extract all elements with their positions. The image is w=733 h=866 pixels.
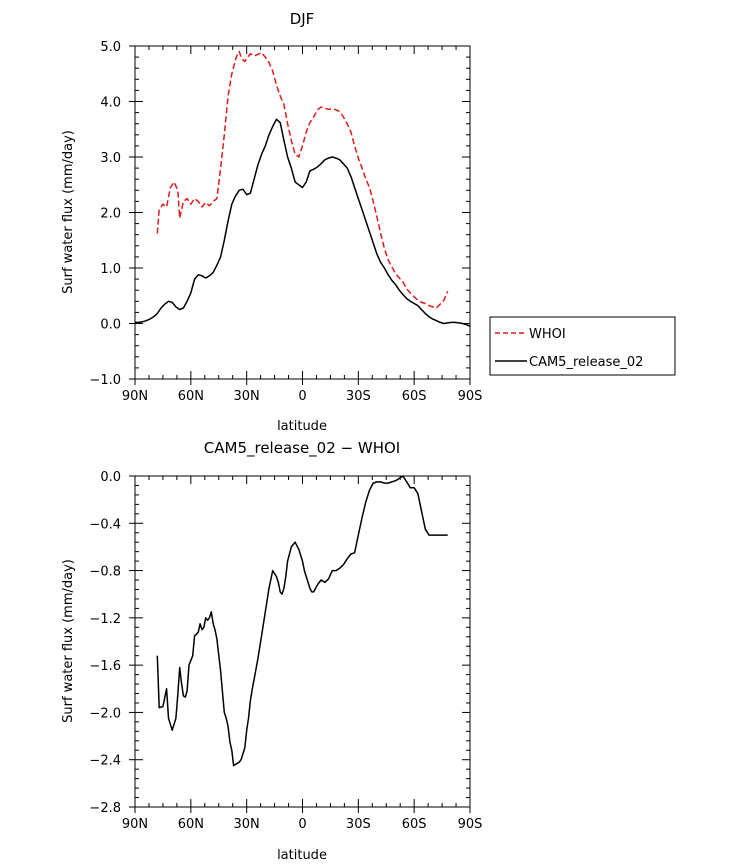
y-tick-label: 0.0 bbox=[100, 470, 121, 485]
bottom-panel-xlabel: latitude bbox=[277, 848, 327, 863]
y-tick-label: 4.0 bbox=[100, 96, 121, 111]
x-tick-label: 60S bbox=[402, 389, 427, 404]
bottom-panel: CAM5_release_02 − WHOI 90N 60N 30N 0 30S 60S 9… bbox=[61, 439, 482, 863]
x-tick-label: 90N bbox=[122, 817, 148, 832]
legend-cam5-label: CAM5_release_02 bbox=[529, 355, 643, 370]
top-panel-series bbox=[135, 52, 470, 327]
x-tick-label: 30S bbox=[346, 817, 371, 832]
y-tick-label: 0.0 bbox=[100, 318, 121, 333]
y-tick-label: −2.0 bbox=[89, 706, 121, 721]
top-panel-ticks: 90N 60N 30N 0 30S 60S 90S −1.0 0.0 1.0 2.0 3.0 4.0 5.… bbox=[89, 40, 482, 404]
y-tick-label: 3.0 bbox=[100, 151, 121, 166]
y-tick-label: −0.4 bbox=[89, 517, 121, 532]
x-tick-label: 30S bbox=[346, 389, 371, 404]
bottom-panel-title: CAM5_release_02 − WHOI bbox=[204, 439, 400, 458]
y-tick-label: −2.4 bbox=[89, 754, 121, 769]
x-tick-label: 60S bbox=[402, 817, 427, 832]
y-tick-label: 1.0 bbox=[100, 262, 121, 277]
x-tick-label: 90S bbox=[458, 817, 483, 832]
x-tick-label: 30N bbox=[234, 389, 260, 404]
bottom-panel-series bbox=[157, 476, 447, 766]
bottom-panel-frame bbox=[135, 476, 470, 807]
top-panel-title: DJF bbox=[290, 10, 315, 28]
x-tick-label: 0 bbox=[298, 817, 306, 832]
y-tick-label: 2.0 bbox=[100, 207, 121, 222]
x-tick-label: 30N bbox=[234, 817, 260, 832]
top-panel-ylabel: Surf water flux (mm/day) bbox=[61, 130, 76, 294]
series-line-cam5-release-02-whoi bbox=[157, 476, 447, 766]
series-line-whoi bbox=[157, 52, 447, 309]
x-tick-label: 60N bbox=[178, 389, 204, 404]
y-tick-label: −0.8 bbox=[89, 565, 121, 580]
y-tick-label: −1.0 bbox=[89, 373, 121, 388]
y-tick-label: −1.6 bbox=[89, 659, 121, 674]
legend-whoi-label: WHOI bbox=[529, 327, 566, 342]
x-tick-label: 90S bbox=[458, 389, 483, 404]
x-tick-label: 90N bbox=[122, 389, 148, 404]
x-tick-label: 0 bbox=[298, 389, 306, 404]
y-tick-label: −1.2 bbox=[89, 612, 121, 627]
bottom-panel-ylabel: Surf water flux (mm/day) bbox=[61, 559, 76, 723]
x-tick-label: 60N bbox=[178, 817, 204, 832]
figure: DJF 90N 60N 30N 0 30S 60S 90S −1.0 0.0 1.0 2.0 3.0 4… bbox=[0, 0, 733, 866]
top-panel-frame bbox=[135, 46, 470, 379]
y-tick-label: 5.0 bbox=[100, 40, 121, 55]
series-line-cam5-release-02 bbox=[135, 119, 470, 326]
y-tick-label: −2.8 bbox=[89, 801, 121, 816]
legend: WHOI CAM5_release_02 bbox=[490, 317, 675, 375]
top-panel-xlabel: latitude bbox=[277, 419, 327, 434]
bottom-panel-ticks: 90N 60N 30N 0 30S 60S 90S 0.0 −0.4 −0.8 −1.2 −1.6 −2… bbox=[89, 470, 482, 832]
top-panel: DJF 90N 60N 30N 0 30S 60S 90S −1.0 0.0 1.0 2.0 3.0 4… bbox=[61, 10, 482, 434]
